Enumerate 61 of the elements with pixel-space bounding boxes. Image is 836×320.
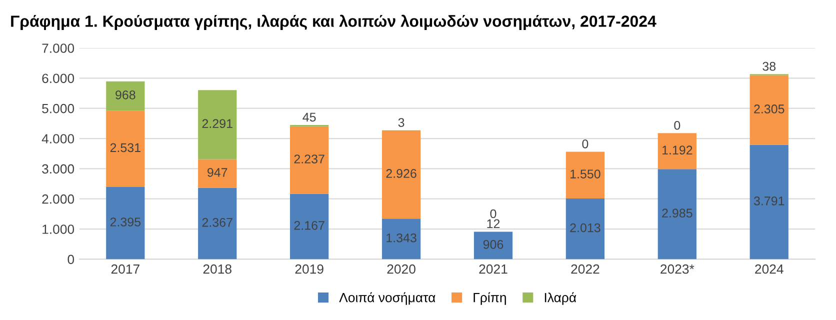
data-label: 947 <box>208 168 228 177</box>
chart-title: Γράφημα 1. Κρούσματα γρίπης, ιλαράς και λοιπών λοιμωδών νοσημάτων, 2017-2024 <box>11 14 656 30</box>
data-label: 3 <box>398 118 404 127</box>
data-label: 2.531 <box>110 143 140 152</box>
y-tick-label: 3.000 <box>42 164 74 174</box>
data-label: 2.367 <box>202 218 232 227</box>
x-tick-label: 2023* <box>660 264 694 274</box>
bar <box>750 144 788 260</box>
data-label: 2.291 <box>202 119 232 128</box>
x-tick-label: 2019 <box>295 264 324 274</box>
data-label: 2.305 <box>754 104 784 114</box>
y-tick-label: 4.000 <box>42 134 74 144</box>
bar <box>290 194 329 260</box>
data-label: 45 <box>302 112 316 122</box>
data-label: 0 <box>674 120 680 130</box>
data-label: 2.985 <box>662 208 692 218</box>
legend-label: Γρίπη <box>474 292 506 305</box>
bar <box>106 186 145 260</box>
legend-label: Ιλαρά <box>544 292 576 305</box>
data-label: 0 <box>490 209 496 218</box>
x-tick-label: 2022 <box>571 264 600 274</box>
bar <box>382 130 421 219</box>
bar <box>198 90 237 160</box>
y-tick-label: 1.000 <box>42 224 74 234</box>
bar <box>106 81 145 111</box>
bar <box>474 232 513 260</box>
x-tick-label: 2024 <box>755 264 784 274</box>
data-label: 38 <box>762 62 776 71</box>
x-tick-label: 2021 <box>479 264 508 274</box>
y-tick-label: 2.000 <box>42 194 74 204</box>
bar <box>290 126 329 194</box>
data-label: 2.395 <box>110 218 141 226</box>
data-label: 1.550 <box>570 170 600 178</box>
y-tick-label: 5.000 <box>42 104 74 114</box>
data-label: 906 <box>483 240 504 249</box>
data-label: 2.237 <box>294 154 324 164</box>
bar <box>198 159 237 188</box>
y-tick-label: 7.000 <box>42 44 74 53</box>
bar <box>750 75 788 145</box>
data-label: 0 <box>582 139 588 148</box>
data-label: 2.013 <box>570 223 600 232</box>
bar <box>658 133 696 170</box>
x-tick-label: 2020 <box>387 264 416 274</box>
data-label: 1.343 <box>386 233 416 242</box>
data-label: 2.926 <box>386 169 416 178</box>
legend-label: Λοιπά νοσήματα <box>339 292 436 305</box>
bar <box>382 218 421 260</box>
bar <box>658 169 696 260</box>
bar <box>106 110 145 187</box>
data-label: 2.167 <box>294 221 324 230</box>
bar <box>566 152 605 198</box>
data-label: 968 <box>116 90 136 100</box>
data-label: 12 <box>487 219 500 228</box>
data-label: 1.192 <box>662 146 692 155</box>
data-label: 3.791 <box>754 196 784 206</box>
x-tick-label: 2017 <box>111 264 140 274</box>
x-tick-label: 2018 <box>203 264 232 274</box>
bar <box>566 198 605 260</box>
bar <box>198 188 237 260</box>
y-tick-label: 0 <box>68 254 74 264</box>
y-tick-label: 6.000 <box>42 74 74 84</box>
